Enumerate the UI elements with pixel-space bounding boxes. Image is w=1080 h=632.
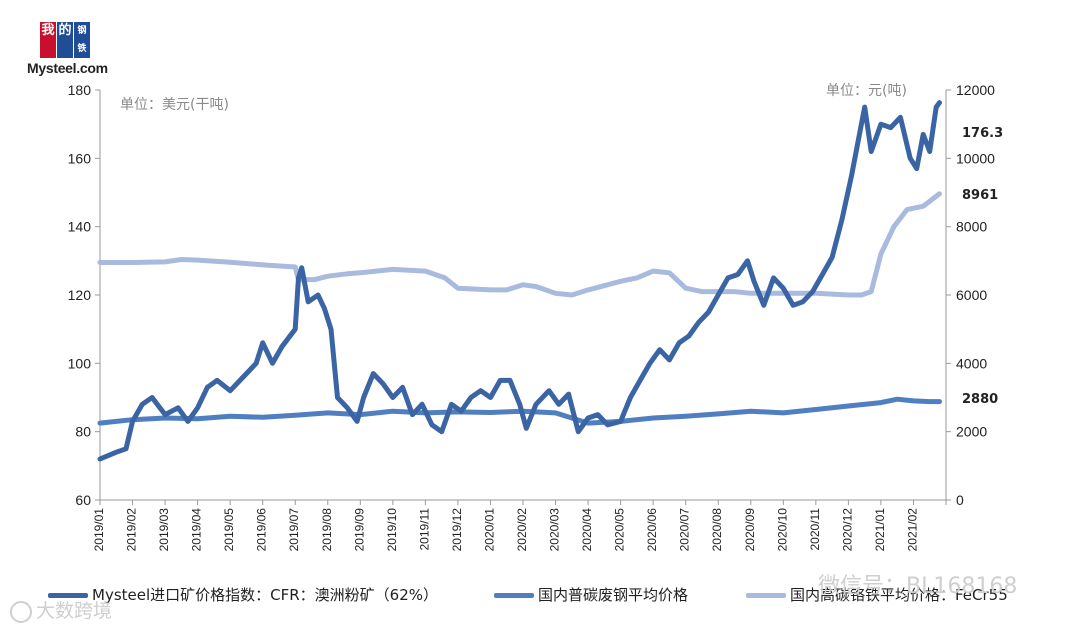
left-tick-label: 80	[75, 424, 91, 440]
x-tick-label: 2020/10	[775, 508, 789, 552]
x-tick-label: 2020/04	[580, 508, 594, 552]
brand-logo: Mysteel.com	[27, 60, 108, 76]
x-tick-label: 2019/09	[352, 508, 366, 552]
x-tick-label: 2020/05	[613, 508, 627, 552]
series-line	[97, 100, 942, 462]
site-watermark: 大数跨境	[10, 596, 112, 623]
x-tick-label: 2020/08	[710, 508, 724, 552]
x-tick-label: 2019/04	[190, 508, 204, 552]
legend-swatch	[494, 593, 534, 598]
legend-item: Mysteel进口矿价格指数：CFR：澳洲粉矿（62%）	[48, 584, 438, 605]
legend-swatch	[48, 593, 88, 598]
watermark-logo-icon	[10, 600, 32, 623]
left-tick-label: 140	[68, 219, 92, 235]
right-tick-label: 10000	[956, 150, 995, 166]
legend-swatch	[746, 593, 786, 598]
right-tick-label: 8000	[956, 219, 987, 235]
x-tick-label: 2019/12	[450, 508, 464, 552]
right-tick-label: 2000	[956, 424, 987, 440]
right-tick-label: 12000	[956, 82, 995, 98]
x-tick-label: 2019/05	[222, 508, 236, 552]
left-tick-label: 160	[68, 150, 92, 166]
wechat-watermark: 微信号：BL168168	[818, 574, 1018, 599]
x-tick-label: 2020/09	[743, 508, 757, 552]
x-tick-label: 2019/10	[385, 508, 399, 552]
x-tick-label: 2019/03	[157, 508, 171, 552]
x-tick-label: 2020/07	[678, 508, 692, 552]
iron-ore-end-label: 176.3	[962, 126, 1004, 141]
left-tick-label: 180	[68, 82, 92, 98]
left-tick-label: 100	[68, 355, 92, 371]
legend-label: 国内普碳废钢平均价格	[538, 586, 689, 604]
left-tick-label: 120	[68, 287, 92, 303]
x-tick-label: 2019/06	[255, 508, 269, 552]
right-tick-label: 6000	[956, 287, 987, 303]
legend-item: 国内高碳铬铁平均价格：FeCr55	[746, 584, 1008, 605]
x-tick-label: 2020/02	[515, 508, 529, 552]
x-tick-label: 2020/12	[840, 508, 854, 552]
high-carbon-end-label: 8961	[962, 188, 999, 203]
x-tick-label: 2019/02	[125, 508, 139, 552]
legend-item: 国内普碳废钢平均价格	[494, 584, 688, 605]
x-tick-label: 2019/01	[92, 508, 106, 552]
x-tick-label: 2019/11	[417, 508, 431, 551]
scrap-end-label: 2880	[962, 392, 999, 407]
x-tick-label: 2020/03	[548, 508, 562, 552]
x-tick-label: 2019/07	[287, 508, 301, 552]
series-line	[97, 191, 942, 298]
x-tick-label: 2021/02	[905, 508, 919, 552]
legend-label: Mysteel进口矿价格指数：CFR：澳洲粉矿（62%）	[92, 586, 439, 604]
watermark-text: 大数跨境	[36, 600, 113, 622]
x-tick-label: 2020/01	[482, 508, 496, 552]
logo-char: 我	[40, 22, 56, 58]
x-tick-label: 2019/08	[320, 508, 334, 552]
x-tick-label: 2021/01	[873, 508, 887, 552]
right-tick-label: 0	[956, 492, 964, 508]
logo-char: 的	[57, 22, 73, 58]
x-tick-label: 2020/11	[808, 508, 822, 551]
series-line	[97, 396, 942, 426]
left-tick-label: 60	[75, 492, 91, 508]
right-tick-label: 4000	[956, 355, 987, 371]
right-axis-unit: 单位：元(吨)	[826, 83, 907, 99]
left-axis-unit: 单位：美元(干吨)	[120, 97, 229, 113]
logo-char: 钢铁	[74, 22, 90, 58]
legend-label: 国内高碳铬铁平均价格：FeCr55	[790, 586, 1008, 604]
x-tick-label: 2020/06	[645, 508, 659, 552]
